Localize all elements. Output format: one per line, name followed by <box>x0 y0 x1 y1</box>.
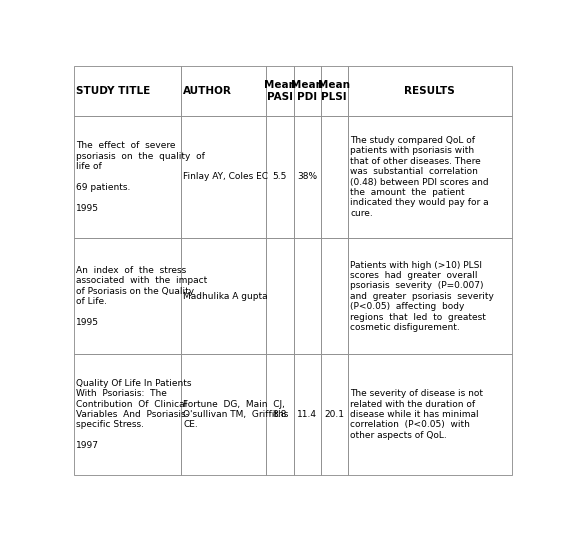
Bar <box>266 66 293 116</box>
Text: Patients with high (>10) PLSI
scores  had  greater  overall
psoriasis  severity : Patients with high (>10) PLSI scores had… <box>350 260 494 332</box>
Text: 11.4: 11.4 <box>297 410 317 419</box>
Text: Finlay AY, Coles EC: Finlay AY, Coles EC <box>183 173 268 182</box>
Bar <box>266 116 293 239</box>
Bar <box>181 239 266 354</box>
Bar <box>74 239 181 354</box>
Bar <box>293 354 321 475</box>
Bar <box>348 239 512 354</box>
Text: Fortune  DG,  Main  CJ,
O'sullivan TM,  Griffiths
CE.: Fortune DG, Main CJ, O'sullivan TM, Grif… <box>183 400 288 429</box>
Bar <box>181 354 266 475</box>
Bar <box>293 66 321 116</box>
Bar <box>348 66 512 116</box>
Bar <box>74 116 181 239</box>
Text: An  index  of  the  stress
associated  with  the  impact
of Psoriasis on the Qua: An index of the stress associated with t… <box>76 266 207 327</box>
Bar <box>321 116 348 239</box>
Text: RESULTS: RESULTS <box>404 86 455 96</box>
Text: 8.8: 8.8 <box>273 410 287 419</box>
Text: 5.5: 5.5 <box>273 173 287 182</box>
Text: The  effect  of  severe
psoriasis  on  the  quality  of
life of

69 patients.

1: The effect of severe psoriasis on the qu… <box>76 142 204 213</box>
Text: Mean
PDI: Mean PDI <box>291 80 323 102</box>
Bar <box>321 66 348 116</box>
Bar <box>181 116 266 239</box>
Bar <box>348 116 512 239</box>
Text: 38%: 38% <box>297 173 317 182</box>
Bar <box>293 239 321 354</box>
Text: AUTHOR: AUTHOR <box>183 86 232 96</box>
Bar <box>348 354 512 475</box>
Text: 20.1: 20.1 <box>324 410 344 419</box>
Bar <box>266 354 293 475</box>
Text: STUDY TITLE: STUDY TITLE <box>76 86 150 96</box>
Text: Quality Of Life In Patients
With  Psoriasis:  The
Contribution  Of  Clinical
Var: Quality Of Life In Patients With Psorias… <box>76 379 191 450</box>
Bar <box>321 239 348 354</box>
Text: Mean
PLSI: Mean PLSI <box>318 80 350 102</box>
Bar <box>181 66 266 116</box>
Bar <box>74 354 181 475</box>
Text: Mean
PASI: Mean PASI <box>264 80 296 102</box>
Text: Madhulika A gupta: Madhulika A gupta <box>183 292 268 301</box>
Text: The study compared QoL of
patients with psoriasis with
that of other diseases. T: The study compared QoL of patients with … <box>350 136 489 218</box>
Bar <box>293 116 321 239</box>
Bar <box>74 66 181 116</box>
Bar <box>321 354 348 475</box>
Text: The severity of disease is not
related with the duration of
disease while it has: The severity of disease is not related w… <box>350 389 483 440</box>
Bar <box>266 239 293 354</box>
